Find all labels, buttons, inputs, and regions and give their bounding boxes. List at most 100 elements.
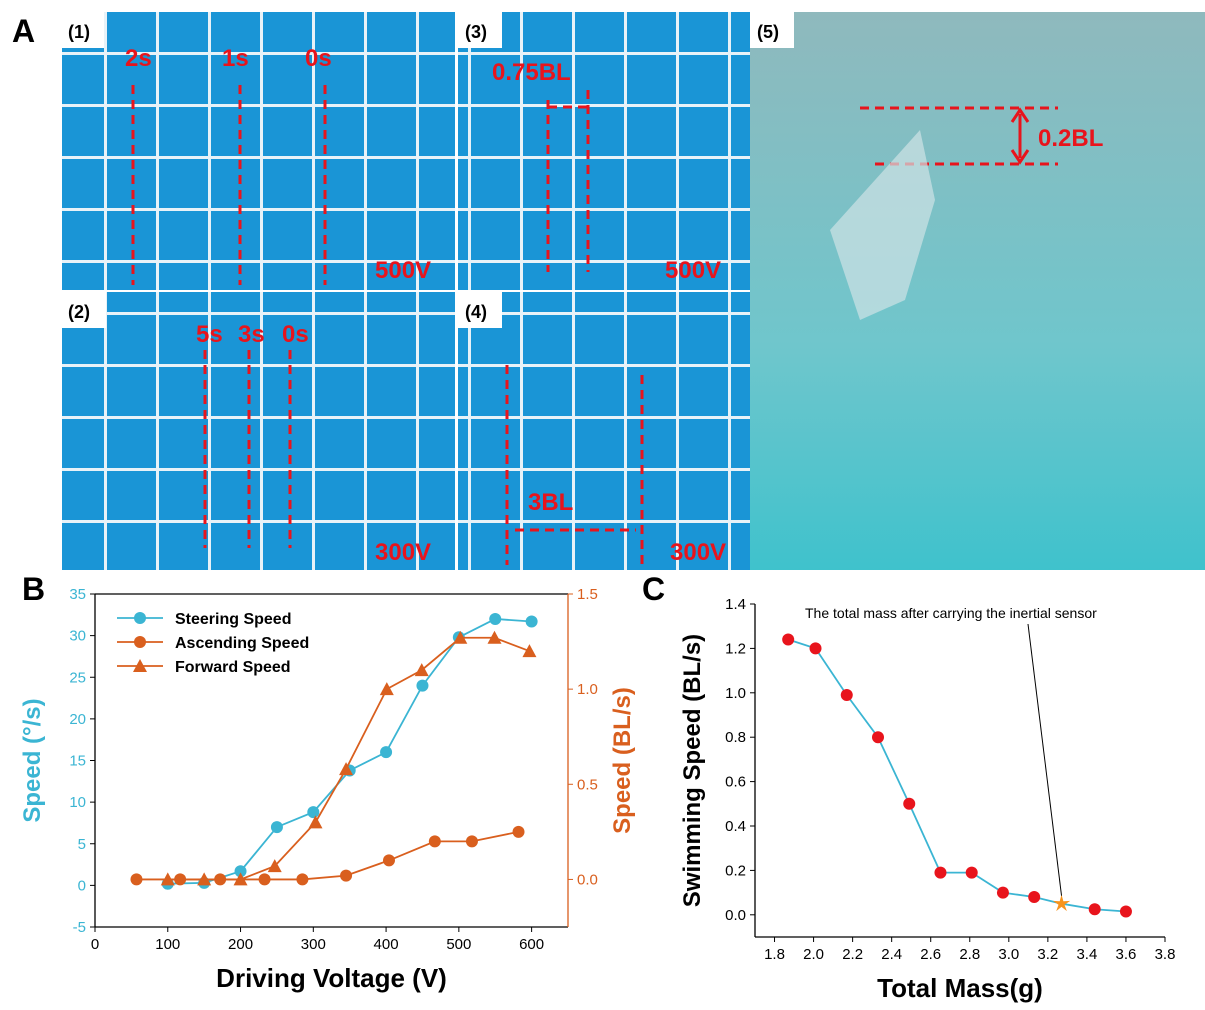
marker bbox=[382, 854, 395, 867]
y-tick-label: 30 bbox=[69, 628, 86, 645]
marker bbox=[525, 615, 538, 628]
marker bbox=[782, 633, 795, 646]
marker bbox=[512, 825, 525, 838]
marker bbox=[308, 815, 323, 829]
x-tick-label: 0 bbox=[91, 936, 99, 953]
x-tick-label: 2.6 bbox=[920, 946, 941, 963]
panel-label: C bbox=[642, 571, 665, 607]
annotation: 300V bbox=[375, 539, 431, 566]
y-axis-label: Swimming Speed (BL/s) bbox=[679, 634, 706, 907]
y-tick-label: 0.0 bbox=[725, 907, 746, 924]
y-tick-label: 0 bbox=[78, 877, 86, 894]
x-tick-label: 3.4 bbox=[1076, 946, 1097, 963]
legend-label: Ascending Speed bbox=[175, 635, 309, 652]
photo: (1) 2s 1s 0s 500V bbox=[62, 12, 455, 290]
marker bbox=[339, 762, 354, 776]
y-tick-label: 1.4 bbox=[725, 596, 746, 613]
marker bbox=[379, 682, 394, 696]
annotation: 300V bbox=[670, 539, 726, 566]
y-tick-label: 10 bbox=[69, 794, 86, 811]
annotation-line bbox=[1027, 623, 1063, 896]
marker bbox=[1119, 905, 1132, 918]
marker bbox=[428, 835, 441, 848]
x-tick-label: 1.8 bbox=[764, 946, 785, 963]
marker bbox=[965, 866, 978, 879]
annotation: 1s bbox=[222, 45, 249, 72]
marker bbox=[160, 872, 175, 886]
x-tick-label: 500 bbox=[446, 936, 471, 953]
y2-tick-label: 0.5 bbox=[577, 776, 598, 793]
marker bbox=[296, 873, 309, 886]
y2-tick-label: 1.0 bbox=[577, 681, 598, 698]
marker bbox=[1028, 891, 1041, 904]
marker bbox=[340, 869, 353, 882]
x-tick-label: 100 bbox=[155, 936, 180, 953]
marker bbox=[258, 873, 271, 886]
x-tick-label: 400 bbox=[374, 936, 399, 953]
marker bbox=[487, 630, 502, 644]
photo-label: (5) bbox=[757, 22, 779, 42]
legend-label: Forward Speed bbox=[175, 659, 291, 676]
y2-tick-label: 1.5 bbox=[577, 586, 598, 603]
marker bbox=[872, 731, 884, 744]
marker bbox=[380, 746, 393, 759]
annotation: 500V bbox=[375, 257, 431, 284]
marker bbox=[522, 644, 537, 658]
x-tick-label: 2.4 bbox=[881, 946, 902, 963]
x-tick-label: 3.2 bbox=[1037, 946, 1058, 963]
x-tick-label: 200 bbox=[228, 936, 253, 953]
y-tick-label: 0.6 bbox=[725, 774, 746, 791]
y-tick-label: -5 bbox=[73, 919, 86, 936]
y-tick-label: 0.2 bbox=[725, 862, 746, 879]
annotation: 2s bbox=[125, 45, 152, 72]
marker bbox=[416, 679, 429, 692]
annotation: 0s bbox=[305, 45, 332, 72]
x-tick-label: 2.0 bbox=[803, 946, 824, 963]
marker bbox=[809, 642, 822, 655]
annotation: The total mass after carrying the inerti… bbox=[805, 605, 1097, 621]
series-line bbox=[136, 830, 519, 881]
x-tick-label: 3.0 bbox=[998, 946, 1019, 963]
x-axis-label: Total Mass(g) bbox=[877, 973, 1043, 1003]
x-tick-label: 2.2 bbox=[842, 946, 863, 963]
marker bbox=[1088, 903, 1101, 916]
legend-marker bbox=[134, 612, 146, 624]
x-tick-label: 600 bbox=[519, 936, 544, 953]
marker bbox=[934, 866, 947, 879]
annotation: 0.2BL bbox=[1038, 125, 1103, 152]
y2-tick-label: 0.0 bbox=[577, 871, 598, 888]
y-tick-label: 5 bbox=[78, 836, 86, 853]
x-tick-label: 300 bbox=[301, 936, 326, 953]
annotation: 3s bbox=[238, 321, 265, 348]
photo-label: (4) bbox=[465, 302, 487, 322]
marker bbox=[465, 835, 478, 848]
x-axis-label: Driving Voltage (V) bbox=[216, 963, 447, 993]
marker bbox=[270, 821, 283, 834]
y-tick-label: 35 bbox=[69, 586, 86, 603]
y2-axis-label: Speed (BL/s) bbox=[609, 687, 636, 834]
photo: (5) 0.2BL bbox=[750, 12, 1205, 570]
annotation: 0.75BL bbox=[492, 59, 571, 86]
photo: (4) 3BL 300V bbox=[458, 292, 750, 570]
marker bbox=[233, 872, 248, 886]
panel-label: A bbox=[12, 13, 35, 49]
marker bbox=[996, 886, 1009, 899]
y-tick-label: 1.2 bbox=[725, 640, 746, 657]
y-tick-label: 15 bbox=[69, 753, 86, 770]
marker bbox=[840, 689, 853, 702]
marker bbox=[307, 806, 320, 819]
annotation: 3BL bbox=[528, 489, 573, 516]
series-line bbox=[787, 638, 1127, 913]
x-tick-label: 2.8 bbox=[959, 946, 980, 963]
annotation: 500V bbox=[665, 257, 721, 284]
photo-label: (3) bbox=[465, 22, 487, 42]
annotation: 0s bbox=[282, 321, 309, 348]
y-tick-label: 0.8 bbox=[725, 729, 746, 746]
x-tick-label: 3.6 bbox=[1116, 946, 1137, 963]
marker bbox=[1052, 894, 1071, 912]
photo: (3) 0.75BL 500V bbox=[458, 12, 750, 290]
marker bbox=[130, 873, 143, 886]
marker bbox=[489, 612, 502, 625]
legend-marker bbox=[134, 636, 146, 648]
